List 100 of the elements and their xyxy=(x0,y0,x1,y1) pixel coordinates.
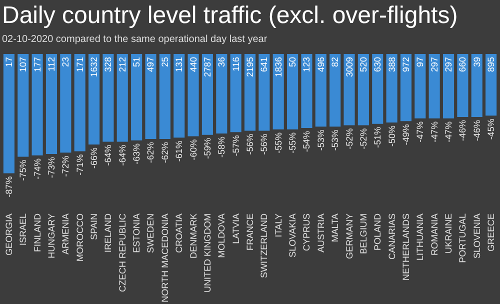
annotation: 50 xyxy=(288,57,298,68)
annotation: 2195 xyxy=(245,57,255,78)
x-tick-label: DENMARK xyxy=(188,214,198,259)
data-label: -74% xyxy=(32,158,42,180)
annotation: 1836 xyxy=(273,57,284,78)
annotation: 23 xyxy=(60,57,71,68)
data-label: -55% xyxy=(288,132,298,154)
data-label: -53% xyxy=(316,130,326,151)
annotation: 112 xyxy=(46,57,56,72)
x-tick-label: AUSTRIA xyxy=(316,214,326,253)
x-tick-label: GERMANY xyxy=(344,214,354,260)
data-label: -75% xyxy=(18,160,28,181)
data-label: -66% xyxy=(89,147,100,168)
x-tick-label: LITHUANIA xyxy=(415,214,426,261)
x-tick-label: SLOVENIA xyxy=(472,214,482,259)
annotation: 177 xyxy=(32,57,42,72)
x-tick-label: MOROCCO xyxy=(74,214,85,262)
data-label: -61% xyxy=(174,140,184,162)
annotation: 3009 xyxy=(344,57,354,78)
x-tick-label: ITALY xyxy=(273,214,284,238)
x-tick-label: FRANCE xyxy=(245,214,255,251)
data-label: -47% xyxy=(429,121,440,142)
x-tick-label: PORTUGAL xyxy=(458,214,468,263)
data-label: -71% xyxy=(74,154,85,176)
data-label: -64% xyxy=(103,144,114,166)
data-label: -53% xyxy=(330,130,340,151)
x-tick-label: UKRAINE xyxy=(444,214,454,254)
data-label: -46% xyxy=(472,120,482,142)
annotation: 51 xyxy=(132,57,142,68)
x-tick-label: ISRAEL xyxy=(18,214,28,246)
annotation: 116 xyxy=(230,57,241,72)
data-label: -58% xyxy=(216,136,227,158)
annotation: 2787 xyxy=(202,57,212,78)
annotation: 895 xyxy=(486,57,496,72)
x-tick-label: POLAND xyxy=(372,213,383,251)
x-tick-label: GEORGIA xyxy=(4,214,14,256)
data-label: -52% xyxy=(344,128,354,150)
x-tick-label: CANARIAS xyxy=(386,214,397,260)
x-tick-label: ESTONIA xyxy=(132,214,142,253)
x-tick-label: UNITED KINGDOM xyxy=(202,214,212,293)
x-tick-label: SWEDEN xyxy=(146,214,156,254)
x-tick-label: GREECE xyxy=(486,214,496,252)
data-label: -54% xyxy=(302,131,312,152)
annotation: 1632 xyxy=(89,57,100,78)
x-tick-label: MALTA xyxy=(330,214,340,242)
annotation: 131 xyxy=(174,57,184,72)
x-tick-label: CROATIA xyxy=(174,214,184,253)
annotation: 440 xyxy=(188,57,198,72)
data-label: -47% xyxy=(415,121,426,142)
x-tick-label: HUNGARY xyxy=(46,214,56,258)
annotation: 123 xyxy=(302,57,312,72)
data-label: -46% xyxy=(458,120,468,142)
annotation: 972 xyxy=(400,57,411,72)
annotation: 388 xyxy=(386,57,397,72)
data-label: -64% xyxy=(117,144,128,166)
x-tick-label: SWITZERLAND xyxy=(259,213,270,278)
annotation: 97 xyxy=(415,57,426,68)
x-tick-label: LATVIA xyxy=(230,214,241,244)
data-label: -63% xyxy=(132,143,142,164)
data-label: -52% xyxy=(358,128,368,150)
data-label: -56% xyxy=(259,134,270,155)
x-tick-label: MOLDOVA xyxy=(216,214,227,258)
data-label: -51% xyxy=(372,126,383,148)
data-label: -47% xyxy=(444,121,454,142)
annotation: 297 xyxy=(444,57,454,72)
x-tick-label: ARMENIA xyxy=(60,214,71,255)
data-label: -73% xyxy=(46,157,56,178)
chart-subtitle: 02-10-2020 compared to the same operational day last year xyxy=(2,34,268,45)
annotation: 212 xyxy=(117,57,128,72)
data-label: -57% xyxy=(230,135,241,156)
annotation: 520 xyxy=(358,57,368,72)
x-tick-label: NORTH MACEDONIA xyxy=(160,214,170,302)
annotation: 36 xyxy=(216,57,227,68)
data-label: -45% xyxy=(486,118,496,140)
annotation: 497 xyxy=(146,57,156,72)
annotation: 630 xyxy=(372,57,383,72)
x-tick-label: SPAIN xyxy=(89,214,100,240)
x-tick-label: SLOVAKIA xyxy=(288,214,298,258)
annotation: 82 xyxy=(330,57,340,68)
annotation: 39 xyxy=(472,57,482,68)
data-label: -60% xyxy=(188,139,198,160)
data-label: -50% xyxy=(386,126,397,147)
chart-title: Daily country level traffic (excl. over-flights) xyxy=(2,2,458,29)
annotation: 641 xyxy=(259,57,270,72)
x-tick-label: CYPRUS xyxy=(302,214,312,252)
x-tick-label: BELGIUM xyxy=(358,214,368,254)
annotation: 17 xyxy=(4,57,14,68)
x-tick-label: NETHERLANDS xyxy=(400,214,411,281)
x-tick-label: FINLAND xyxy=(32,213,42,252)
data-label: -87% xyxy=(4,176,14,198)
data-label: -59% xyxy=(202,138,212,159)
data-label: -55% xyxy=(273,132,284,154)
annotation: 171 xyxy=(74,57,85,72)
annotation: 660 xyxy=(458,57,468,72)
annotation: 496 xyxy=(316,57,326,72)
data-label: -56% xyxy=(245,134,255,155)
x-tick-label: ROMANIA xyxy=(429,214,440,256)
x-tick-label: CZECH REPUBLIC xyxy=(117,213,128,292)
annotation: 107 xyxy=(18,57,28,72)
data-label: -62% xyxy=(160,142,170,163)
